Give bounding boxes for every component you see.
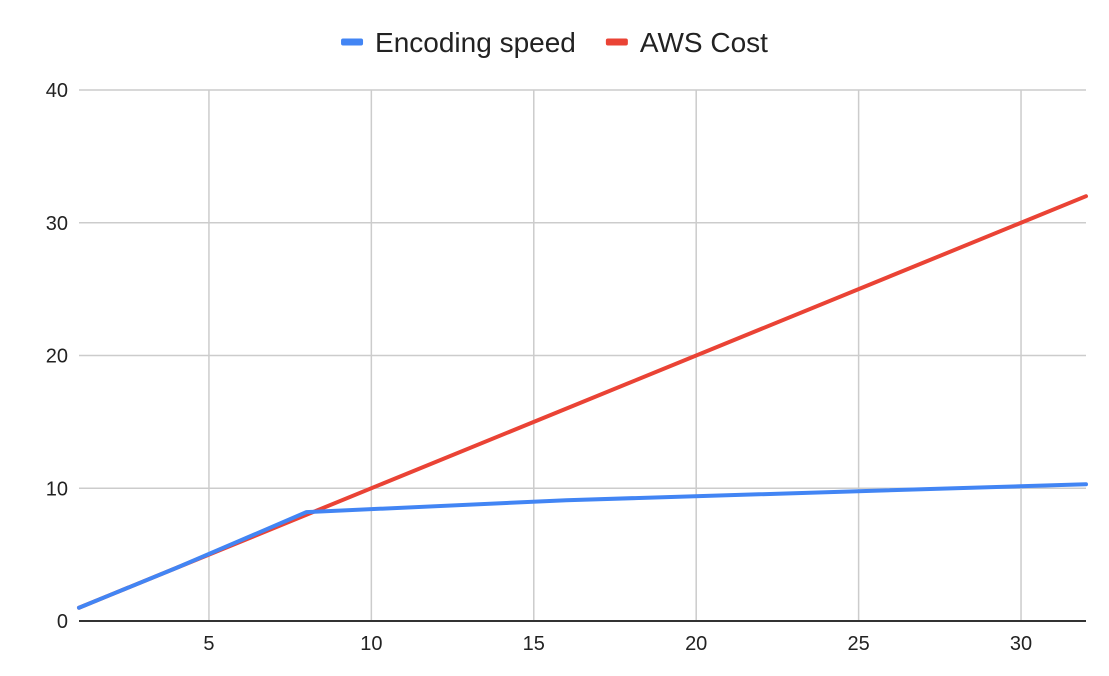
legend-swatch-aws-cost	[605, 38, 628, 46]
legend-swatch-encoding-speed	[341, 38, 364, 46]
legend-label-encoding-speed: Encoding speed	[375, 27, 576, 58]
series-layer	[77, 194, 1088, 610]
grid-layer	[79, 89, 1086, 621]
y-tick-label: 40	[46, 80, 68, 102]
legend: Encoding speed AWS Cost	[341, 27, 768, 58]
x-tick-label: 20	[685, 633, 707, 655]
x-tick-label: 15	[523, 633, 545, 655]
x-tick-label: 30	[1010, 633, 1032, 655]
y-tick-label: 30	[46, 213, 68, 235]
y-tick-label: 0	[57, 611, 68, 633]
x-tick-label: 5	[203, 633, 214, 655]
legend-label-aws-cost: AWS Cost	[640, 27, 768, 58]
y-tick-label: 20	[46, 346, 68, 368]
y-tick-label: 10	[46, 478, 68, 500]
axis-layer: 0 10 20 30 40 5 10 15 20 25 30	[46, 80, 1086, 655]
x-tick-label: 10	[360, 633, 382, 655]
x-tick-label: 25	[847, 633, 869, 655]
series-line-encoding-speed	[77, 482, 1088, 610]
